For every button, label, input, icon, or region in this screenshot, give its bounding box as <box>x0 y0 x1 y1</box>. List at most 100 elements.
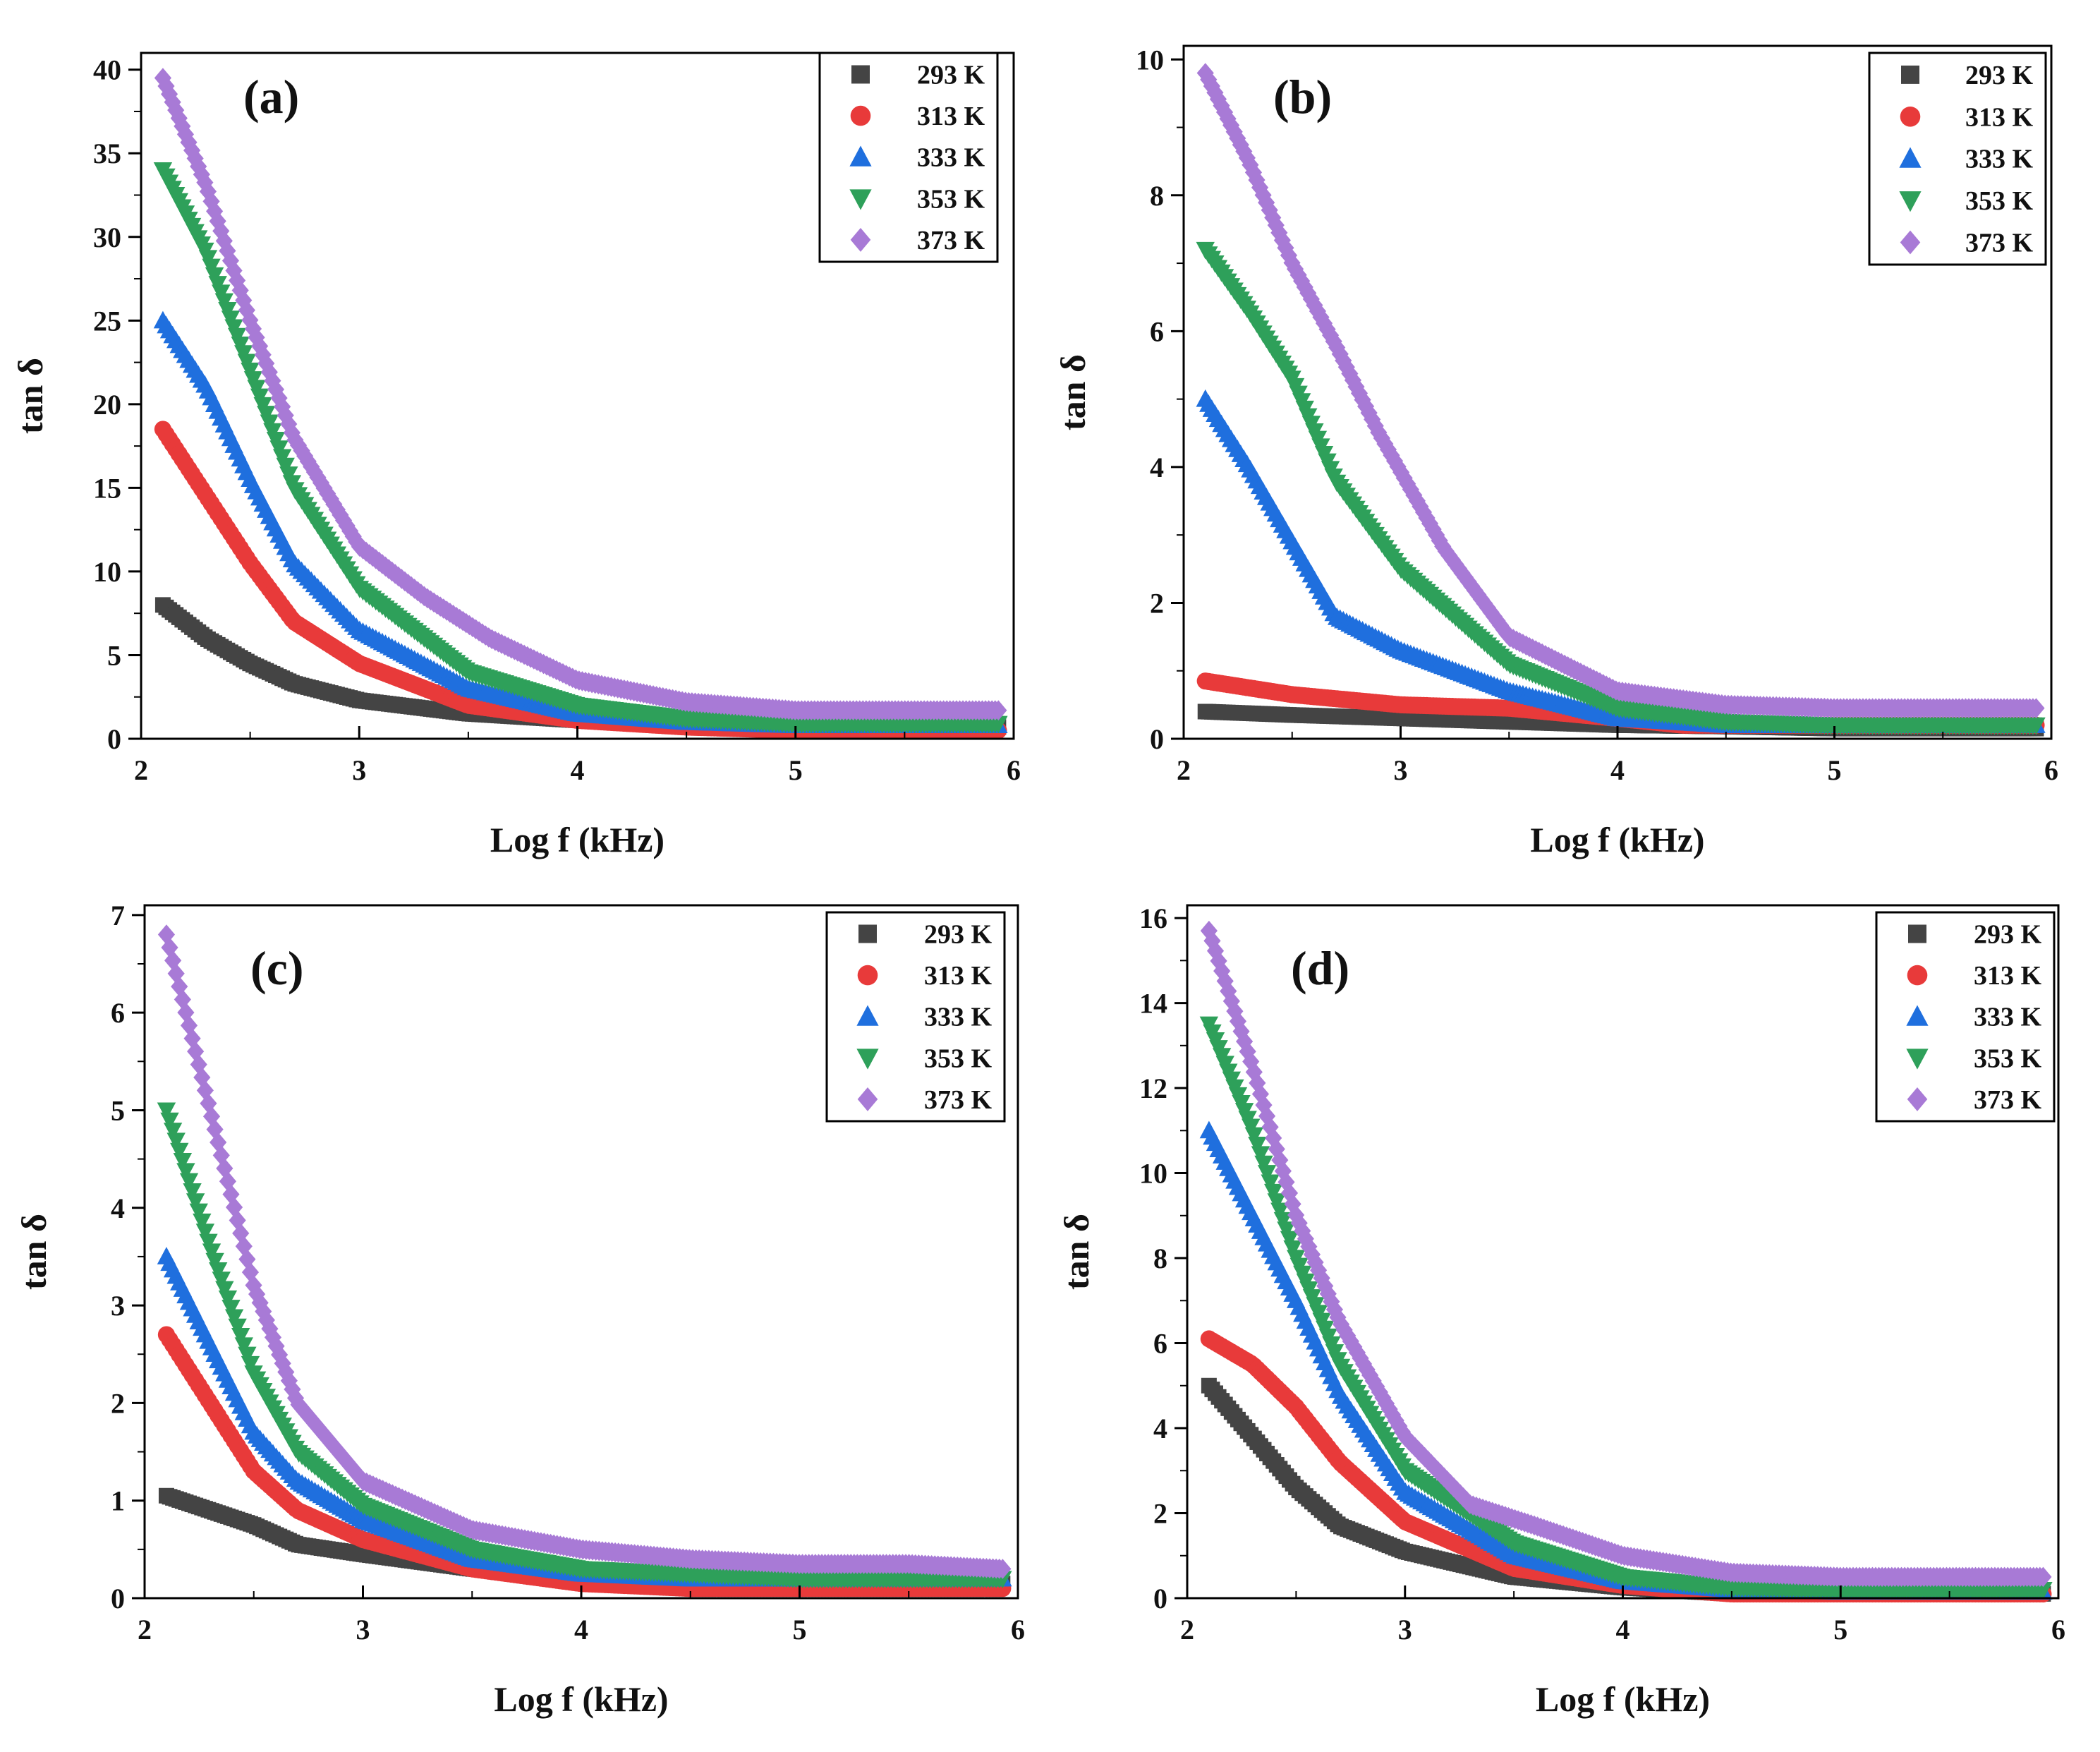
x-tick-label: 3 <box>1394 754 1408 786</box>
data-series-group <box>153 68 1008 739</box>
y-tick-label: 30 <box>93 222 121 253</box>
data-point <box>157 75 175 97</box>
x-tick-label: 4 <box>1610 754 1625 786</box>
data-point <box>219 241 236 261</box>
legend-marker <box>857 965 878 986</box>
data-point <box>1264 207 1282 228</box>
x-tick-label: 2 <box>138 1614 152 1645</box>
legend-label: 353 K <box>924 1044 993 1073</box>
y-tick-label: 2 <box>111 1387 125 1419</box>
y-axis-title: tan δ <box>14 1214 54 1290</box>
legend-item: 333 K <box>849 143 985 173</box>
data-point <box>1254 185 1272 205</box>
data-point <box>1261 200 1278 221</box>
data-point <box>170 108 188 128</box>
y-tick-label: 3 <box>111 1290 125 1322</box>
data-point <box>205 201 224 222</box>
y-axis-title: tan δ <box>11 358 50 434</box>
x-axis-title: Log f (kHz) <box>494 1679 668 1719</box>
legend-item: 313 K <box>850 102 985 131</box>
data-point <box>1270 222 1288 243</box>
y-tick-label: 4 <box>1150 452 1164 483</box>
data-point <box>1232 135 1249 155</box>
y-tick-label: 35 <box>93 138 121 169</box>
data-point <box>1225 121 1243 143</box>
data-point <box>1357 396 1375 417</box>
data-point <box>199 181 217 202</box>
x-axis-title: Log f (kHz) <box>490 820 664 859</box>
data-point <box>174 116 191 137</box>
series-353-k <box>157 1102 1012 1589</box>
legend-marker <box>849 145 872 167</box>
panel-label: (b) <box>1273 70 1332 123</box>
legend-marker <box>850 228 871 252</box>
data-point <box>215 231 233 251</box>
legend: 293 K 313 K 333 K 353 K 373 K <box>818 52 999 263</box>
legend-label: 353 K <box>1965 186 2034 216</box>
data-point <box>196 172 214 193</box>
data-point <box>238 300 255 320</box>
legend-label: 313 K <box>917 102 985 131</box>
x-tick-label: 5 <box>1828 754 1842 786</box>
x-tick-label: 3 <box>352 754 366 786</box>
data-point <box>2027 717 2046 735</box>
data-point <box>186 148 204 169</box>
y-tick-label: 0 <box>107 723 121 755</box>
legend-item: 293 K <box>851 60 985 90</box>
x-tick-label: 6 <box>1011 1614 1025 1645</box>
x-tick-label: 2 <box>1177 754 1191 786</box>
data-point <box>235 290 253 310</box>
data-point <box>190 156 207 177</box>
x-tick-label: 6 <box>1007 754 1021 786</box>
y-tick-label: 6 <box>111 997 125 1029</box>
data-point <box>1331 344 1349 365</box>
y-tick-label: 1 <box>111 1485 125 1517</box>
data-point <box>254 344 272 365</box>
legend-label: 333 K <box>1965 145 2034 174</box>
data-series-group <box>1196 63 2046 737</box>
series-373-k <box>1196 63 2045 718</box>
series-373-k <box>154 68 1007 720</box>
legend-item: 353 K <box>849 184 985 214</box>
y-tick-label: 5 <box>107 639 121 671</box>
y-tick-label: 2 <box>1150 587 1164 619</box>
legend-label: 353 K <box>917 184 985 214</box>
legend-label: 373 K <box>917 226 985 255</box>
data-point <box>990 700 1007 720</box>
data-point <box>1244 162 1263 183</box>
y-tick-label: 0 <box>111 1583 125 1614</box>
panel-label: (a) <box>243 70 299 123</box>
legend-label: 313 K <box>1965 102 2034 132</box>
data-point <box>1215 102 1234 123</box>
legend: 293 K 313 K 333 K 353 K 373 K <box>1868 52 2047 266</box>
x-tick-label: 5 <box>793 1614 807 1645</box>
data-point <box>183 140 201 161</box>
x-axis-title: Log f (kHz) <box>1530 820 1704 859</box>
panel-label: (c) <box>250 941 303 995</box>
y-tick-label: 25 <box>93 305 121 337</box>
y-tick-label: 0 <box>1150 723 1164 755</box>
legend-item: 373 K <box>850 226 985 255</box>
legend-marker <box>851 65 870 84</box>
x-tick-label: 3 <box>356 1614 370 1645</box>
legend-marker <box>850 105 871 126</box>
legend-label: 293 K <box>1965 61 2034 90</box>
data-point <box>244 318 262 339</box>
legend-box <box>818 52 999 263</box>
y-tick-label: 5 <box>111 1094 125 1126</box>
y-tick-label: 7 <box>111 900 125 931</box>
data-point <box>1328 337 1346 358</box>
x-tick-label: 5 <box>789 754 803 786</box>
legend-label: 373 K <box>1965 229 2034 258</box>
y-tick-label: 10 <box>1136 44 1164 75</box>
